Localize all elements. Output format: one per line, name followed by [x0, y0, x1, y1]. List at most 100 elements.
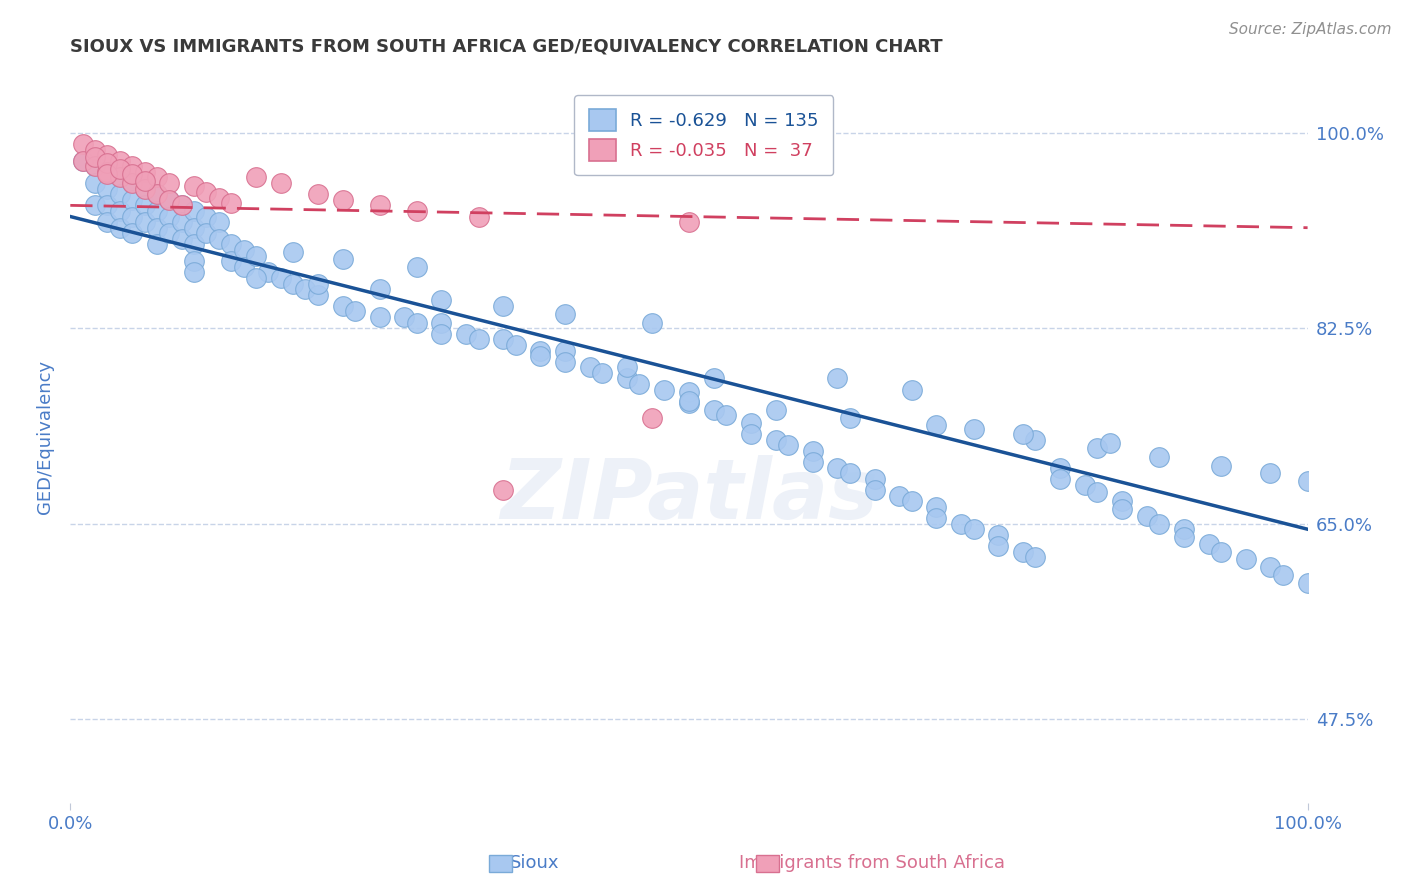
Point — [492, 483, 515, 497]
Point — [108, 153, 131, 168]
Point — [467, 210, 489, 224]
Point — [529, 349, 551, 363]
Text: Sioux: Sioux — [509, 855, 560, 872]
Point — [146, 237, 169, 252]
Point — [1049, 472, 1071, 486]
Point — [232, 243, 254, 257]
Point — [889, 489, 911, 503]
Point — [146, 187, 169, 202]
Point — [1049, 460, 1071, 475]
Point — [678, 393, 700, 408]
Point — [219, 237, 242, 252]
Text: Source: ZipAtlas.com: Source: ZipAtlas.com — [1229, 22, 1392, 37]
Point — [1271, 568, 1294, 582]
Point — [554, 354, 576, 368]
Point — [84, 176, 107, 190]
Point — [628, 377, 651, 392]
Point — [1260, 560, 1282, 574]
Point — [1024, 433, 1046, 447]
Point — [740, 427, 762, 442]
Point — [1085, 485, 1108, 500]
Point — [467, 332, 489, 346]
Point — [208, 232, 231, 246]
Point — [1209, 458, 1232, 473]
Point — [368, 198, 391, 212]
Point — [765, 402, 787, 417]
Point — [554, 307, 576, 321]
Point — [987, 539, 1010, 553]
Point — [900, 383, 922, 397]
Point — [195, 210, 218, 224]
Point — [307, 287, 329, 301]
Point — [157, 193, 180, 207]
Point — [1012, 544, 1035, 558]
Point — [987, 528, 1010, 542]
Point — [529, 343, 551, 358]
Point — [121, 227, 143, 241]
Point — [294, 282, 316, 296]
Point — [368, 282, 391, 296]
Point — [84, 150, 107, 164]
Point — [96, 181, 118, 195]
Point — [925, 418, 948, 433]
Point — [1173, 522, 1195, 536]
Point — [900, 494, 922, 508]
Point — [863, 472, 886, 486]
Point — [1111, 494, 1133, 508]
Point — [108, 187, 131, 202]
Point — [1136, 508, 1159, 523]
Point — [405, 316, 427, 330]
Point — [108, 220, 131, 235]
Point — [170, 198, 193, 212]
Point — [195, 185, 218, 199]
Point — [134, 181, 156, 195]
Point — [96, 167, 118, 181]
Point — [343, 304, 366, 318]
Point — [1147, 450, 1170, 464]
Point — [157, 227, 180, 241]
Point — [208, 215, 231, 229]
Point — [332, 193, 354, 207]
Point — [641, 316, 664, 330]
Point — [183, 203, 205, 218]
Point — [838, 410, 860, 425]
Point — [962, 522, 984, 536]
Point — [405, 260, 427, 274]
Point — [270, 176, 292, 190]
Point — [121, 159, 143, 173]
Point — [579, 360, 602, 375]
Point — [108, 161, 131, 176]
Point — [146, 203, 169, 218]
Point — [96, 148, 118, 162]
Point — [1085, 441, 1108, 455]
Point — [1296, 474, 1319, 488]
Point — [714, 409, 737, 423]
Point — [332, 299, 354, 313]
Point — [170, 232, 193, 246]
Point — [146, 187, 169, 202]
Point — [1098, 436, 1121, 450]
Point — [765, 433, 787, 447]
Point — [245, 170, 267, 185]
Point — [405, 203, 427, 218]
Point — [245, 271, 267, 285]
Point — [208, 190, 231, 204]
Point — [121, 193, 143, 207]
Point — [183, 179, 205, 194]
Point — [195, 227, 218, 241]
Point — [492, 332, 515, 346]
Point — [554, 343, 576, 358]
Point — [801, 444, 824, 458]
Point — [827, 460, 849, 475]
Point — [307, 277, 329, 291]
Point — [827, 371, 849, 385]
Point — [801, 455, 824, 469]
Point — [430, 293, 453, 308]
Point — [332, 252, 354, 266]
Point — [257, 265, 280, 279]
Point — [84, 143, 107, 157]
Point — [950, 516, 973, 531]
Point — [183, 254, 205, 268]
Point — [678, 215, 700, 229]
Point — [1173, 530, 1195, 544]
